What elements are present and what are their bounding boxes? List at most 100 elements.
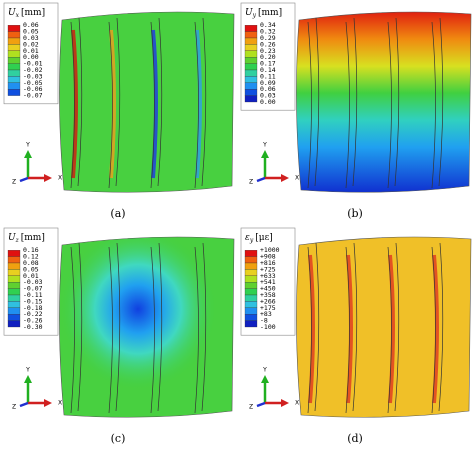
legend-tick: -0.11 <box>23 291 43 299</box>
legend-unit: [mm] <box>21 8 45 18</box>
legend-tick: -0.15 <box>23 297 43 305</box>
legend-subscript: y <box>252 12 257 19</box>
stiffener <box>150 242 163 414</box>
legend-band <box>244 269 258 276</box>
legend-tick: 0.01 <box>23 47 39 55</box>
legend-band <box>244 256 258 264</box>
legend-band <box>244 44 258 51</box>
stiffener-contour <box>71 29 78 179</box>
plate <box>296 236 472 418</box>
stiffener-contour <box>109 29 116 179</box>
legend-band <box>7 82 21 90</box>
legend-tick: +541 <box>260 278 276 286</box>
arrow-x <box>281 399 289 407</box>
legend-unit: [με] <box>255 233 273 243</box>
axis-z <box>19 401 29 408</box>
legend-tick: 0.00 <box>23 53 39 61</box>
legend-band <box>7 69 21 77</box>
plate <box>296 11 472 193</box>
legend-unit: [mm] <box>258 8 282 18</box>
legend-symbol: U <box>8 233 16 243</box>
axis-z <box>19 176 29 183</box>
legend-band <box>7 37 21 45</box>
legend-band <box>7 63 21 71</box>
legend-band <box>244 50 258 58</box>
legend-band <box>244 314 258 321</box>
legend-band <box>244 288 258 296</box>
stiffener <box>307 17 320 189</box>
axis-label-y: Y <box>262 142 267 149</box>
legend-symbol: U <box>8 8 16 18</box>
legend-tick: 0.23 <box>260 47 276 55</box>
stiffener-contour <box>195 29 202 179</box>
axis-triad: Y X Z <box>249 142 299 186</box>
legend-band <box>7 301 21 308</box>
arrow-x <box>281 174 289 182</box>
legend-title: εy [με] <box>245 233 273 244</box>
legend-band <box>244 37 258 45</box>
axis-label-z: Z <box>12 404 16 411</box>
panel-label: (b) <box>347 207 363 220</box>
legend-band <box>244 262 258 270</box>
legend-band <box>7 250 21 257</box>
legend-tick: 0.20 <box>260 53 276 61</box>
panel: εy [με]+1000+908+816+725+633+541+450+358+… <box>240 227 472 445</box>
legend-tick: 0.26 <box>260 40 276 48</box>
legend-title: Uz [mm] <box>8 233 45 244</box>
legend-title: Ux [mm] <box>8 8 45 19</box>
plate <box>59 11 235 193</box>
axis-label-x: X <box>295 400 299 407</box>
legend-unit: [mm] <box>21 233 45 243</box>
legend-band <box>244 320 258 328</box>
legend-tick: -8 <box>260 317 268 325</box>
legend-band <box>244 76 258 83</box>
axis-label-x: X <box>295 175 299 182</box>
legend-tick: -0.22 <box>23 310 43 318</box>
legend-tick: 0.09 <box>260 79 276 87</box>
legend-tick: -0.18 <box>23 304 43 312</box>
legend-band <box>244 301 258 308</box>
legend-tick: -100 <box>260 323 276 331</box>
arrow-y <box>261 375 269 383</box>
legend-band <box>244 275 258 283</box>
axis-label-y: Y <box>25 367 30 374</box>
panel: Uz [mm]0.160.120.080.050.01-0.03-0.07-0.1… <box>3 227 235 445</box>
legend-symbol: U <box>245 8 253 18</box>
axis-label-y: Y <box>262 367 267 374</box>
legend-tick: 0.08 <box>23 259 39 267</box>
legend-tick: 0.32 <box>260 28 276 36</box>
legend-tick: 0.11 <box>260 72 276 80</box>
legend-band <box>244 89 258 96</box>
stiffener-contour <box>388 254 395 404</box>
legend-band <box>7 320 21 328</box>
stiffener-contour <box>346 254 353 404</box>
legend-band <box>7 89 21 96</box>
axis-label-x: X <box>58 175 62 182</box>
legend-band <box>7 275 21 283</box>
stiffener <box>345 17 358 189</box>
legend-band <box>7 288 21 296</box>
legend-band <box>244 63 258 71</box>
legend-tick: -0.30 <box>23 323 43 331</box>
legend-tick: 0.17 <box>260 60 276 68</box>
axis-label-z: Z <box>249 179 253 186</box>
stiffener <box>387 17 400 189</box>
legend-tick: -0.03 <box>23 278 43 286</box>
legend-band <box>7 294 21 302</box>
legend-tick: +725 <box>260 265 276 273</box>
legend-band <box>7 57 21 64</box>
legend-tick: 0.34 <box>260 21 276 29</box>
legend-subscript: y <box>249 237 254 244</box>
legend-band <box>7 307 21 315</box>
panel: Uy [mm]0.340.320.290.260.230.200.170.140.… <box>240 2 472 220</box>
legend-tick: -0.03 <box>23 72 43 80</box>
legend: Ux [mm] 0.060.050.030.020.010.00-0.01-0.02… <box>3 2 59 105</box>
axis-label-y: Y <box>25 142 30 149</box>
arrow-x <box>44 174 52 182</box>
axis-triad: Y X Z <box>249 367 299 411</box>
stiffener <box>345 242 358 414</box>
legend-tick: +358 <box>260 291 276 299</box>
legend-band <box>244 282 258 289</box>
legend-title: Uy [mm] <box>245 8 282 19</box>
stiffener <box>194 17 207 189</box>
